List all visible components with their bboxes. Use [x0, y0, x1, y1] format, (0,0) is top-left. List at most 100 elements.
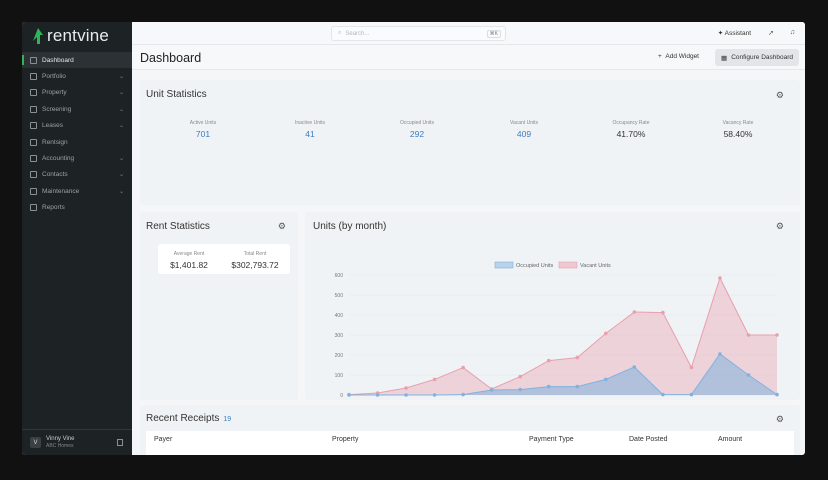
logo[interactable]: rentvine — [32, 26, 109, 46]
data-point — [546, 358, 551, 363]
data-point — [461, 392, 465, 397]
data-point — [718, 276, 722, 280]
data-point — [632, 310, 637, 314]
stat-value[interactable]: 409 — [516, 129, 532, 139]
gear-icon[interactable]: ⚙ — [775, 221, 784, 231]
configure-dashboard-button[interactable]: ▦ Configure Dashboard — [715, 49, 799, 66]
stat-value: 58.40% — [723, 129, 753, 139]
gear-icon[interactable]: ⚙ — [277, 221, 286, 231]
column-header[interactable]: Date Posted — [629, 436, 668, 443]
chevron-down-icon[interactable]: ⌄ — [118, 90, 124, 97]
data-point — [746, 333, 751, 337]
gear-icon[interactable]: ⚙ — [775, 414, 784, 424]
unit-stat: Vacancy Rate 58.40% — [688, 120, 788, 139]
sidebar-item-label: Portfolio — [42, 73, 66, 81]
sidebar-item-portfolio[interactable]: Portfolio ⌄ — [22, 68, 132, 84]
sidebar-item-label: Maintenance — [42, 187, 80, 195]
sidebar: rentvine Dashboard Portfolio ⌄ Property ⌄ Scr… — [22, 22, 132, 455]
receipts-table: Payer Property Payment Type Date Posted Amou… — [146, 431, 794, 455]
rentvine-leaf-icon — [33, 28, 43, 44]
data-point — [746, 373, 751, 377]
chevron-down-icon[interactable]: ⌄ — [118, 106, 124, 113]
sidebar-item-property[interactable]: Property ⌄ — [22, 85, 132, 101]
sidebar-item-dashboard[interactable]: Dashboard — [22, 52, 132, 69]
column-header[interactable]: Payer — [154, 436, 173, 443]
sidebar-item-label: Accounting — [42, 155, 75, 163]
switch-org-icon[interactable] — [117, 439, 123, 446]
y-tick-label: 300 — [335, 333, 344, 339]
data-point — [775, 333, 779, 337]
stat-label: Inactive Units — [294, 120, 325, 126]
stat-value: 41.70% — [616, 129, 646, 139]
stat-label: Vacancy Rate — [722, 120, 754, 126]
sidebar-item-reports[interactable]: Reports — [22, 200, 132, 216]
sidebar-item-label: Rentsign — [42, 138, 68, 146]
assistant-button[interactable]: ✦ Assistant — [718, 29, 751, 37]
chevron-down-icon[interactable]: ⌄ — [118, 172, 124, 179]
search-placeholder: Search... — [345, 30, 370, 37]
add-widget-button[interactable]: + Add Widget — [657, 53, 699, 60]
sidebar-item-label: Contacts — [42, 171, 68, 179]
sidebar-item-maintenance[interactable]: Maintenance ⌄ — [22, 183, 132, 199]
data-point — [404, 393, 408, 397]
card-title: Units (by month) — [313, 221, 387, 232]
sidebar-item-accounting[interactable]: Accounting ⌄ — [22, 150, 132, 166]
search-input[interactable]: ⌕ Search... ⌘K — [331, 26, 506, 41]
y-tick-label: 600 — [335, 273, 344, 279]
column-header[interactable]: Amount — [718, 436, 743, 443]
data-point — [432, 393, 437, 397]
series-line — [348, 276, 777, 396]
sidebar-item-screening[interactable]: Screening ⌄ — [22, 101, 132, 117]
stat-value[interactable]: 292 — [409, 129, 425, 139]
column-header[interactable]: Property — [332, 436, 359, 443]
column-header[interactable]: Payment Type — [529, 436, 574, 443]
sidebar-item-label: Reports — [42, 204, 65, 212]
data-point — [718, 352, 722, 356]
app-window: rentvine Dashboard Portfolio ⌄ Property ⌄ Scr… — [22, 22, 805, 455]
data-point — [604, 377, 608, 382]
data-point — [575, 384, 580, 389]
unit-stat: Active Units 701 — [153, 120, 253, 139]
series-line — [349, 353, 778, 396]
receipts-title: Recent Receipts — [146, 413, 220, 424]
add-widget-label: Add Widget — [665, 53, 699, 60]
total-rent-label: Total Rent — [243, 251, 267, 257]
total-rent-value: $302,793.72 — [231, 260, 279, 270]
user-profile[interactable]: V Vinny Vine ABC Homes — [22, 429, 132, 455]
bell-icon[interactable]: ♫ — [789, 29, 795, 36]
data-point — [518, 374, 522, 379]
recent-receipts-card: Recent Receipts 19 ⚙ Payer Property Payment… — [140, 405, 800, 455]
data-point — [775, 392, 779, 397]
chevron-down-icon[interactable]: ⌄ — [118, 156, 124, 163]
stat-label: Active Units — [189, 120, 217, 126]
sidebar-item-contacts[interactable]: Contacts ⌄ — [22, 167, 132, 183]
units-chart-card: Units (by month) ⚙ 0100200300400500600Ma… — [305, 212, 800, 400]
gear-icon[interactable]: ⚙ — [775, 90, 784, 100]
chevron-down-icon[interactable]: ⌄ — [118, 188, 124, 195]
data-point — [404, 386, 408, 390]
stat-value[interactable]: 701 — [195, 129, 211, 139]
rent-stats-box: Average Rent $1,401.82 Total Rent $302,793… — [158, 244, 290, 274]
page-title: Dashboard — [140, 51, 202, 65]
stat-value[interactable]: 41 — [305, 129, 315, 139]
chevron-down-icon[interactable]: ⌄ — [118, 123, 124, 130]
y-tick-label: 200 — [335, 353, 344, 359]
rocket-icon[interactable]: ➚ — [768, 30, 774, 37]
receipts-count-badge: 19 — [223, 416, 232, 423]
sidebar-item-leases[interactable]: Leases ⌄ — [22, 118, 132, 134]
screening-icon — [30, 105, 37, 113]
rent-statistics-card: Rent Statistics ⚙ Average Rent $1,401.82 … — [140, 212, 298, 400]
card-title: Recent Receipts 19 — [146, 413, 231, 424]
avatar: V — [30, 437, 41, 448]
legend-swatch — [494, 261, 514, 269]
brand-name: rentvine — [47, 26, 110, 45]
average-rent-value: $1,401.82 — [170, 260, 208, 270]
sidebar-nav: Dashboard Portfolio ⌄ Property ⌄ Screening ⌄ Le… — [22, 52, 132, 216]
data-point — [375, 393, 380, 397]
chevron-down-icon[interactable]: ⌄ — [118, 74, 124, 81]
legend-label: Occupied Units — [516, 263, 554, 269]
legend-label: Vacant Units — [580, 263, 611, 269]
sidebar-item-rentsign[interactable]: Rentsign — [22, 134, 132, 150]
data-point — [689, 392, 694, 397]
bank-icon — [30, 155, 37, 163]
